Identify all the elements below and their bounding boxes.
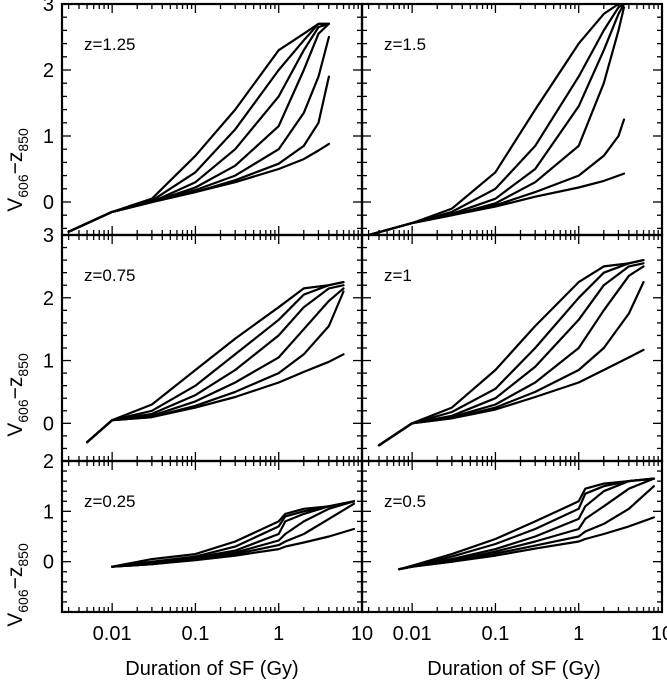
series-line-6	[377, 348, 645, 447]
series-group	[86, 281, 345, 444]
series-group	[67, 22, 330, 233]
y-tick-label: 2	[43, 288, 54, 310]
x-tick-label: 0.01	[93, 623, 132, 645]
panel-annotation: z=0.75	[84, 266, 136, 285]
xlabel-right: Duration of SF (Gy)	[427, 658, 600, 680]
panel-annotation: z=1	[384, 266, 412, 285]
panel-annotation: z=0.25	[84, 492, 136, 511]
x-tick-label: 1	[573, 623, 584, 645]
series-line-6	[111, 527, 355, 568]
series-line-2	[377, 259, 645, 447]
y-tick-label: 1	[43, 126, 54, 148]
series-line-4	[398, 477, 655, 571]
y-tick-label: 0	[43, 192, 54, 214]
x-tick-label: 0.1	[482, 623, 510, 645]
panel-annotation: z=1.5	[384, 35, 426, 54]
y-tick-label: 1	[43, 351, 54, 373]
series-line-1	[86, 281, 345, 444]
series-line-3	[67, 22, 330, 233]
series-group	[398, 477, 655, 571]
y-tick-label: 3	[43, 0, 54, 16]
series-line-6	[367, 172, 626, 235]
series-line-4	[377, 265, 645, 447]
x-tick-label: 10	[351, 623, 373, 645]
series-line-7	[67, 142, 330, 233]
y-tick-label: 2	[43, 60, 54, 82]
series-line-6	[86, 353, 345, 444]
ylabel-row3: V606−z850	[4, 543, 31, 627]
x-tick-label: 10	[651, 623, 667, 645]
series-group	[111, 500, 355, 568]
y-tick-label: 3	[43, 225, 54, 247]
panel-annotation: z=1.25	[84, 35, 136, 54]
series-line-3	[377, 262, 645, 447]
panel-middle-left: 0 1 2 3 z=0.75	[43, 225, 364, 463]
series-group	[377, 259, 645, 447]
y-tick-label: 0	[43, 413, 54, 435]
panels-group: 0 1 2 3 z=1.25 z=1.5 0 1 2 3 z=0.75 z=1 0 1 2 0.01 0.1 1 1…	[43, 0, 667, 645]
series-line-3	[111, 500, 355, 568]
series-line-1	[398, 477, 655, 571]
panel-annotation: z=0.5	[384, 492, 426, 511]
y-tick-label: 1	[43, 501, 54, 523]
x-tick-label: 0.1	[182, 623, 210, 645]
series-line-1	[67, 22, 330, 233]
series-line-4	[67, 22, 330, 233]
series-line-1	[377, 259, 645, 447]
panel-bottom-left: 0 1 2 0.01 0.1 1 10 z=0.25	[43, 451, 373, 645]
series-line-6	[398, 516, 655, 571]
y-tick-label: 2	[43, 451, 54, 473]
series-line-5	[367, 118, 626, 235]
series-line-5	[67, 35, 330, 233]
panel-top-right: z=1.5	[360, 2, 664, 237]
panel-bottom-right: 0.01 0.1 1 10 z=0.5	[360, 459, 667, 645]
series-group	[367, 4, 626, 235]
panel-frame	[360, 459, 664, 614]
xlabel-left: Duration of SF (Gy)	[125, 658, 298, 680]
series-line-2	[398, 477, 655, 571]
x-tick-label: 1	[273, 623, 284, 645]
ylabel-row2: V606−z850	[4, 353, 31, 437]
ylabel-row1: V606−z850	[4, 128, 31, 212]
series-line-2	[67, 22, 330, 233]
series-line-3	[398, 477, 655, 571]
y-tick-label: 0	[43, 552, 54, 574]
panel-middle-right: z=1	[360, 233, 664, 463]
x-tick-label: 0.01	[393, 623, 432, 645]
panel-frame	[60, 459, 364, 614]
panel-top-left: 0 1 2 3 z=1.25	[43, 0, 364, 237]
